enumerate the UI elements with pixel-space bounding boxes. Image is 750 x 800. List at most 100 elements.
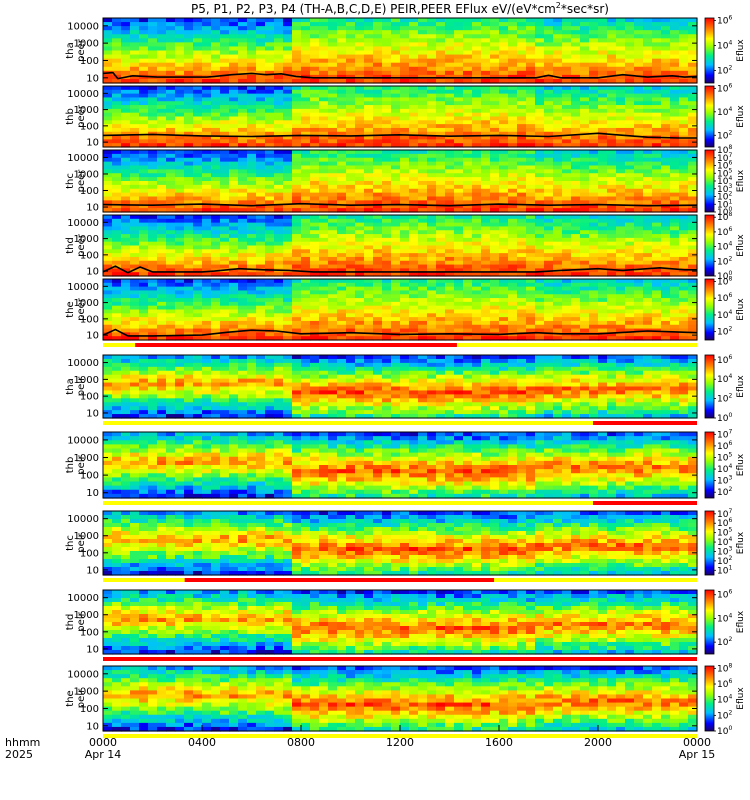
spectrogram-cell [643,101,653,106]
spectrogram-cell [436,192,446,198]
spectrogram-cell [400,294,410,299]
spectrogram-cell [112,34,122,39]
spectrogram-cell [598,188,608,194]
spectrogram-cell [238,89,248,95]
spectrogram-cell [670,264,680,269]
spectrogram-cell [103,177,113,182]
spectrogram-cell [598,143,608,148]
spectrogram-cell [400,66,410,72]
spectrogram-cell [409,139,419,144]
spectrogram-cell [184,226,194,231]
spectrogram-cell [139,237,149,243]
spectrogram-cell [571,237,581,243]
spectrogram-cell [274,105,284,110]
spectrogram-cell [688,226,698,231]
spectrogram-cell [211,157,221,163]
spectrogram-cell [418,188,428,194]
spectrogram-cell [562,66,572,72]
spectrogram-cell [265,204,275,209]
spectrogram-cell [211,317,221,322]
spectrogram-cell [184,294,194,299]
spectrogram-cell [454,184,464,190]
spectrogram-cell [274,143,284,148]
spectrogram-cell [463,153,473,159]
spectrogram-cell [535,120,545,125]
spectrogram-cell [391,157,401,163]
spectrogram-cell [274,131,284,137]
spectrogram-cell [157,78,167,84]
spectrogram-cell [157,46,167,52]
spectrogram-cell [139,230,149,235]
spectrogram-cell [130,112,140,118]
spectrogram-cell [607,50,617,56]
spectrogram-cell [391,286,401,292]
spectrogram-cell [256,120,266,125]
spectrogram-cell [490,108,500,114]
spectrogram-cell [490,169,500,174]
colorbar-label: Eflux [736,39,746,62]
spectrogram-cell [166,135,176,140]
spectrogram-cell [310,86,320,91]
spectrogram-cell [589,97,599,102]
spectrogram-cell [634,249,644,254]
spectrogram-cell [256,46,266,52]
spectrogram-cell [157,192,167,198]
spectrogram-cell [643,153,653,159]
spectrogram-cell [220,226,230,231]
spectrogram-cell [589,177,599,182]
spectrogram-cell [211,294,221,299]
spectrogram-cell [562,272,572,277]
spectrogram-cell [589,54,599,60]
spectrogram-cell [121,208,131,213]
spectrogram-cell [184,208,194,213]
spectrogram-cell [256,204,266,209]
spectrogram-cell [391,260,401,266]
spectrogram-cell [211,131,221,137]
spectrogram-cell [247,101,257,106]
spectrogram-cell [463,181,473,186]
spectrogram-cell [139,153,149,159]
spectrogram-cell [292,105,302,110]
spectrogram-cell [436,112,446,118]
spectrogram-cell [256,54,266,60]
spectrogram-cell [112,313,122,318]
spectrogram-cell [526,26,536,31]
spectrogram-cell [607,108,617,114]
spectrogram-cell [292,124,302,129]
spectrogram-cell [193,26,203,31]
spectrogram-cell [607,150,617,155]
spectrogram-cell [139,97,149,102]
spectrogram-cell [328,237,338,243]
spectrogram-cell [400,301,410,307]
spectrogram-cell [400,143,410,148]
spectrogram-cell [670,30,680,35]
spectrogram-cell [220,286,230,292]
spectrogram-cell [436,260,446,266]
spectrogram-cell [247,268,257,273]
spectrogram-cell [445,124,455,129]
spectrogram-cell [202,131,212,137]
spectrogram-cell [211,135,221,140]
spectrogram-cell [472,165,482,170]
spectrogram-cell [643,161,653,167]
spectrogram-cell [544,264,554,269]
spectrogram-cell [103,89,113,95]
spectrogram-cell [157,200,167,205]
spectrogram-cell [265,131,275,137]
spectrogram-cell [454,70,464,76]
spectrogram-cell [616,173,626,178]
y-tick-label: 100 [80,121,99,132]
spectrogram-cell [580,124,590,129]
spectrogram-cell [355,50,365,56]
spectrogram-cell [220,101,230,106]
spectrogram-cell [256,86,266,91]
spectrogram-cell [454,204,464,209]
spectrogram-cell [220,249,230,254]
spectrogram-cell [535,131,545,137]
spectrogram-cell [211,112,221,118]
spectrogram-cell [319,66,329,72]
spectrogram-cell [688,26,698,31]
spectrogram-cell [265,196,275,201]
spectrogram-cell [418,112,428,118]
